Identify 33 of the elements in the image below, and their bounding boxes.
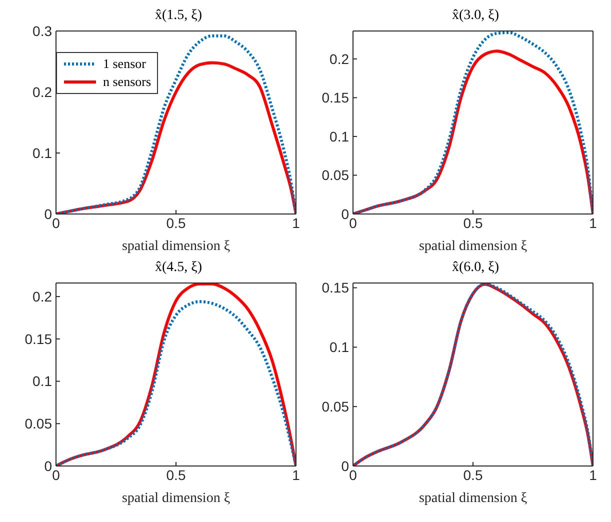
y-tick-label: 0.15 [322, 90, 350, 106]
chart-title: x̂(4.5, ξ) [154, 260, 204, 277]
y-tick-label: 0.2 [32, 84, 52, 100]
y-tick-label: 0.05 [24, 416, 52, 432]
x-tick-label: 0.5 [463, 466, 483, 483]
x-axis-title: spatial dimension ξ [122, 491, 230, 506]
y-tick-label: 0.1 [330, 339, 350, 356]
x-tick-label: 0.5 [166, 466, 186, 483]
x-tick-label: 1 [292, 214, 300, 231]
x-axis-title: spatial dimension ξ [418, 239, 528, 254]
x-tick-label: 0.5 [166, 214, 186, 231]
chart-title: x̂(6.0, ξ) [450, 260, 500, 277]
x-tick-label: 1 [292, 466, 300, 483]
y-tick-label: 0.15 [322, 280, 350, 296]
chart-title: x̂(1.5, ξ) [154, 8, 202, 23]
y-tick-label: 0.2 [330, 50, 350, 67]
x-axis-title: spatial dimension ξ [418, 491, 528, 506]
x-axis-title: spatial dimension ξ [122, 239, 230, 254]
chart-title: x̂(3.0, ξ) [450, 8, 500, 25]
y-tick-label: 0.15 [24, 330, 52, 347]
legend-label: 1 sensor [103, 55, 146, 73]
y-tick-label: 0.1 [330, 128, 350, 144]
y-tick-label: 0.1 [32, 373, 52, 390]
y-tick-label: 0.2 [32, 288, 52, 305]
y-tick-label: 0.1 [32, 144, 52, 161]
legend-label: n sensors [103, 73, 152, 91]
x-tick-label: 1 [589, 466, 598, 483]
x-tick-label: 1 [589, 214, 598, 231]
y-tick-label: 0.3 [32, 22, 52, 39]
y-tick-label: 0.05 [322, 167, 350, 184]
line-series [353, 283, 593, 466]
x-tick-label: 0.5 [463, 214, 483, 231]
y-tick-label: 0.05 [322, 398, 350, 415]
